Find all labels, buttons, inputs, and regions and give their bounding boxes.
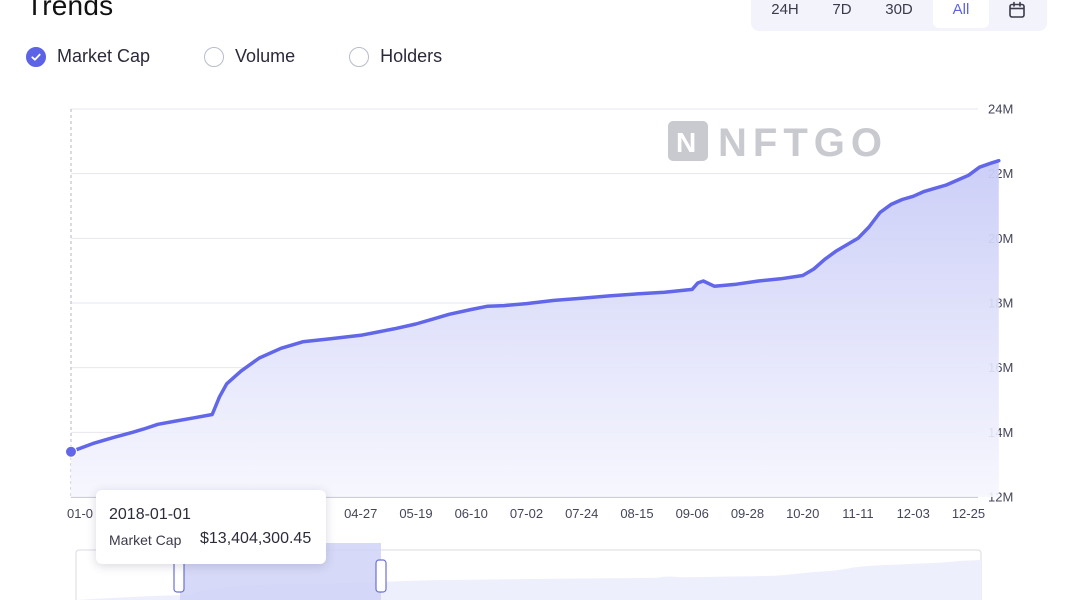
x-tick-label: 07-24 xyxy=(565,506,598,521)
range-30d-button[interactable]: 30D xyxy=(885,1,913,18)
navigator-handle-right[interactable] xyxy=(375,559,387,593)
x-tick-label: 09-28 xyxy=(731,506,764,521)
checked-radio-icon xyxy=(26,46,46,67)
range-all-button[interactable]: All xyxy=(933,0,989,28)
tooltip-value: $13,404,300.45 xyxy=(200,530,312,547)
x-tick-label: 10-20 xyxy=(786,506,819,521)
x-tick-label: 07-02 xyxy=(510,506,543,521)
metric-market-cap[interactable]: Market Cap xyxy=(26,46,150,67)
nftgo-watermark: N NFTGO xyxy=(668,121,888,165)
navigator-handle-left[interactable] xyxy=(173,559,185,593)
x-tick-label: 09-06 xyxy=(676,506,709,521)
x-tick-label: 12-03 xyxy=(897,506,930,521)
watermark-text: NFTGO xyxy=(718,121,888,165)
tooltip-label: Market Cap xyxy=(109,532,182,548)
range-7d-button[interactable]: 7D xyxy=(832,1,852,18)
nftgo-logo-letter: N xyxy=(676,127,696,158)
market-cap-area xyxy=(71,160,999,497)
metric-volume[interactable]: Volume xyxy=(204,46,295,67)
metric-label: Volume xyxy=(235,46,296,66)
calendar-icon xyxy=(1009,1,1025,18)
time-range-selector: 24H 7D 30D All xyxy=(751,0,1047,31)
metric-label: Holders xyxy=(380,46,443,66)
x-tick-label: 08-15 xyxy=(620,506,653,521)
tooltip-date: 2018-01-01 xyxy=(109,506,191,523)
x-tick-label: 05-19 xyxy=(399,506,432,521)
range-24h-button[interactable]: 24H xyxy=(771,1,799,18)
x-tick-label: 11-11 xyxy=(842,506,873,521)
unchecked-radio-icon xyxy=(349,46,370,67)
x-tick-label: 04-27 xyxy=(344,506,377,521)
page-title: Trends xyxy=(26,0,114,21)
x-tick-label: 01-0 xyxy=(67,506,93,521)
data-point-marker xyxy=(65,445,77,458)
chart-tooltip: 2018-01-01 Market Cap $13,404,300.45 xyxy=(96,490,326,564)
market-cap-line xyxy=(69,158,1001,454)
unchecked-radio-icon xyxy=(204,46,225,67)
nftgo-logo-icon xyxy=(668,121,708,161)
calendar-button[interactable] xyxy=(989,0,1045,28)
x-tick-label: 12-25 xyxy=(952,506,985,521)
x-tick-label: 06-10 xyxy=(455,506,488,521)
metric-label: Market Cap xyxy=(57,46,151,66)
metric-holders[interactable]: Holders xyxy=(349,46,442,67)
metric-selector: Market Cap Volume Holders xyxy=(26,46,496,67)
y-tick-label: 24M xyxy=(988,102,1013,117)
